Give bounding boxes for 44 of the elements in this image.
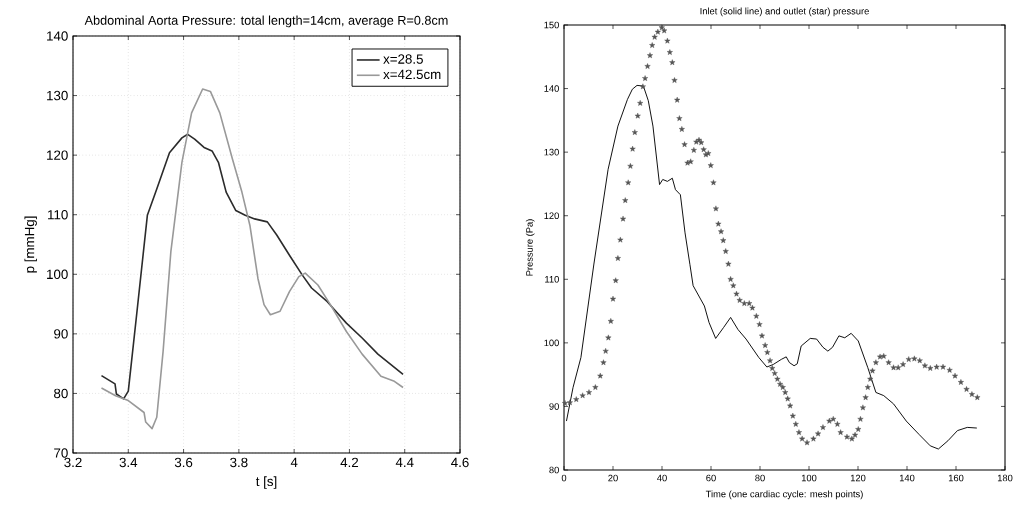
x-tick-label: 140	[899, 474, 915, 482]
y-tick-label: 130	[47, 90, 68, 101]
x-tick-label: 100	[801, 474, 817, 482]
x-tick-label: 4.6	[451, 457, 469, 468]
x-tick-label: 0	[561, 474, 567, 482]
x-tick-label: 4	[290, 457, 298, 467]
x-tick-label: 180	[997, 474, 1013, 482]
chart-title: Abdominal Aorta Pressure: total length=14cm, average R=0.8cm	[84, 15, 448, 28]
x-axis-title: Time (one cardiac cycle: mesh points)	[705, 490, 863, 500]
x-axis-title: t [s]	[255, 476, 277, 489]
y-tick-label: 140	[544, 85, 559, 92]
y-tick-label: 80	[54, 388, 68, 399]
y-tick-label: 100	[544, 339, 559, 347]
line-series	[100, 88, 404, 430]
y-axis-title: p [mmHg]	[24, 216, 37, 273]
y-tick-label: 70	[54, 448, 68, 458]
legend-label: x=42.5cm	[383, 69, 441, 80]
x-tick-label: 3.8	[230, 457, 248, 468]
y-axis-title: Pressure (Pa)	[525, 219, 535, 276]
x-tick-label: 80	[755, 474, 765, 482]
y-tick-label: 90	[54, 329, 68, 339]
x-tick-label: 4.4	[395, 457, 414, 467]
legend-label: x=28.5	[383, 54, 423, 64]
x-tick-label: 3.6	[174, 457, 193, 468]
x-tick-label: 3.4	[119, 457, 138, 468]
y-tick-label: 140	[47, 31, 68, 41]
y-tick-label: 80	[549, 466, 559, 474]
x-tick-label: 120	[850, 474, 866, 482]
y-tick-label: 120	[544, 212, 559, 220]
x-tick-label: 20	[608, 474, 618, 482]
y-tick-label: 110	[545, 276, 559, 283]
y-tick-label: 130	[544, 148, 559, 156]
x-tick-label: 60	[706, 474, 716, 482]
y-tick-label: 120	[47, 150, 68, 160]
x-tick-label: 160	[948, 474, 964, 482]
y-tick-label: 100	[47, 269, 68, 279]
x-tick-label: 3.2	[64, 457, 82, 468]
line-series	[100, 133, 404, 400]
y-tick-label: 150	[544, 21, 559, 29]
y-tick-label: 110	[48, 210, 68, 220]
x-tick-label: 4.2	[340, 457, 359, 468]
y-tick-label: 90	[549, 403, 559, 410]
chart-title: Inlet (solid line) and outlet (star) pressure	[700, 7, 869, 17]
x-tick-label: 40	[657, 474, 667, 482]
